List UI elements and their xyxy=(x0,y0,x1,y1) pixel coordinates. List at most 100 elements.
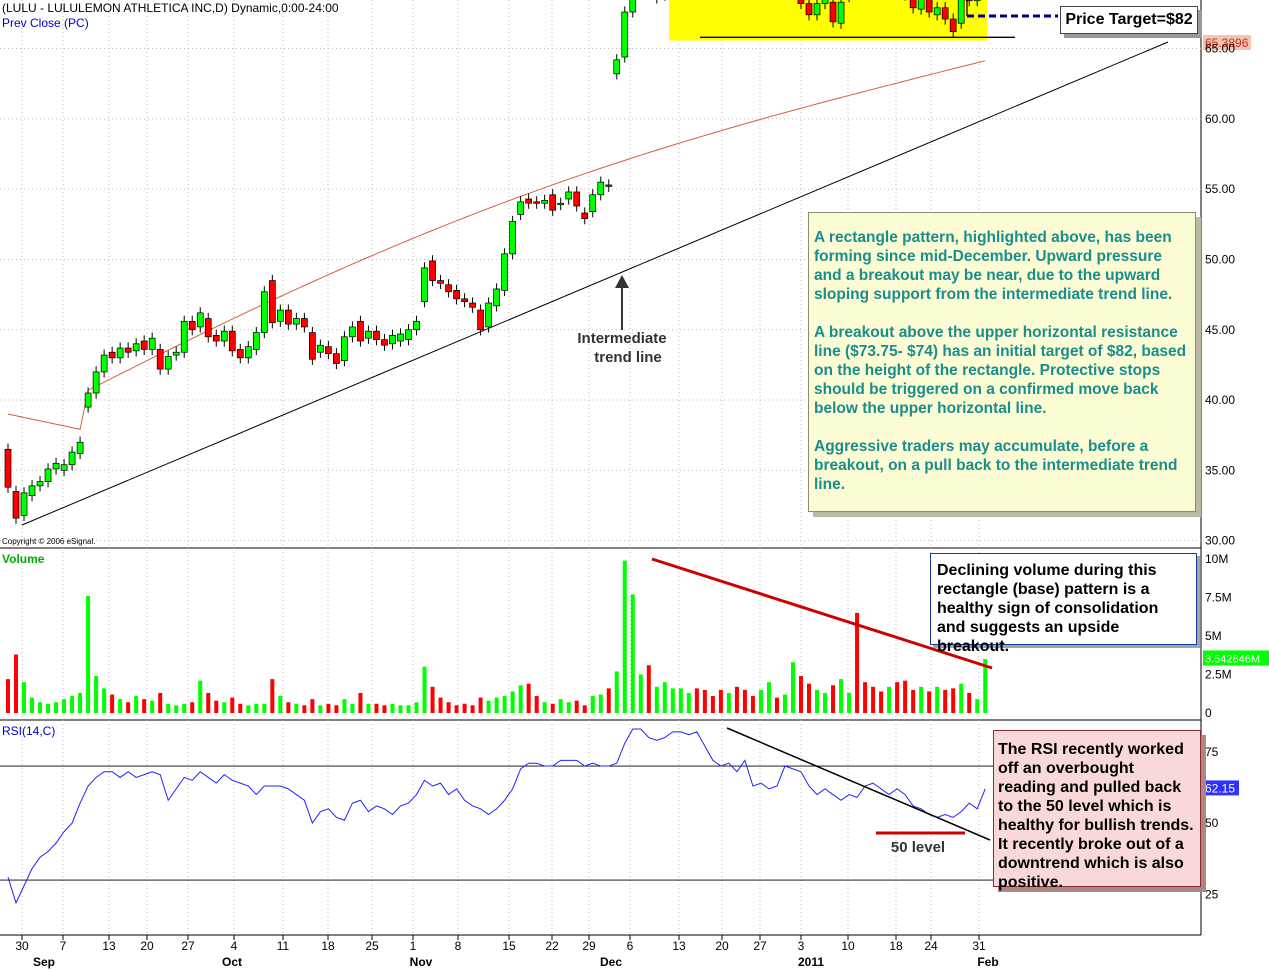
copyright-label: Copyright © 2006 eSignal. xyxy=(2,537,96,546)
volume-bar xyxy=(470,705,475,713)
volume-trend-line xyxy=(651,557,993,670)
volume-bar xyxy=(502,696,507,713)
candle-body xyxy=(461,298,468,302)
volume-bar xyxy=(935,686,940,713)
candle-body xyxy=(36,481,44,487)
last-rsi-box xyxy=(1203,780,1239,796)
volume-bar xyxy=(22,682,27,713)
volume-bar xyxy=(494,697,499,713)
candle-body xyxy=(477,309,484,331)
candle-body xyxy=(325,346,332,355)
candle-body xyxy=(469,302,476,308)
volume-bar xyxy=(166,703,171,713)
volume-bar xyxy=(670,688,675,713)
last-volume-label: 3.542846M xyxy=(1205,653,1260,665)
candle-body xyxy=(140,340,148,350)
candle-body xyxy=(293,318,300,325)
candle-body xyxy=(965,0,973,2)
fifty-level-label: 50 level xyxy=(891,839,945,856)
volume-bar xyxy=(831,685,836,713)
candle-body xyxy=(501,253,508,291)
volume-bar xyxy=(534,696,539,713)
x-tick-label: 30 xyxy=(15,939,29,953)
candle-body xyxy=(28,485,36,497)
candle-body xyxy=(557,202,565,206)
candle-body xyxy=(525,198,533,204)
candle-body xyxy=(629,0,637,13)
candle-body xyxy=(341,336,348,362)
volume-bar xyxy=(246,705,251,713)
volume-bar xyxy=(286,702,291,713)
candle-body xyxy=(317,344,324,353)
volume-note: Declining volume during this rectangle (… xyxy=(930,553,1197,655)
volume-bar xyxy=(678,688,683,713)
volume-bar xyxy=(526,683,531,713)
intermediate-trend-line xyxy=(21,41,1169,526)
note-paragraph: A rectangle pattern, highlighted above, … xyxy=(814,229,1173,303)
candle-body xyxy=(957,0,965,24)
volume-bar xyxy=(766,682,771,713)
volume-bar xyxy=(598,694,603,713)
x-tick-label: 13 xyxy=(102,939,116,953)
last-rsi-label: 62.15 xyxy=(1205,781,1235,795)
rsi-note: The RSI recently worked off an overbough… xyxy=(993,730,1201,891)
prev-close-label: Prev Close (PC) xyxy=(2,16,89,30)
volume-bar xyxy=(222,702,227,713)
rectangle-pattern-note: A rectangle pattern, highlighted above, … xyxy=(808,212,1196,512)
candle-body xyxy=(973,0,981,2)
candle-body xyxy=(565,191,573,200)
volume-bar xyxy=(758,689,763,713)
volume-bar xyxy=(823,692,828,713)
candle-body xyxy=(349,326,356,338)
x-tick-label: 15 xyxy=(502,939,516,953)
candle-body xyxy=(212,335,220,342)
volume-bar xyxy=(334,705,339,713)
x-tick-label: 25 xyxy=(365,939,379,953)
volume-bar xyxy=(903,680,908,713)
x-tick-label: 29 xyxy=(582,939,596,953)
volume-bar xyxy=(582,705,587,713)
volume-bar xyxy=(566,702,571,713)
volume-bar xyxy=(847,692,852,713)
volume-bar xyxy=(919,686,924,713)
volume-bar xyxy=(742,689,747,713)
volume-bar xyxy=(542,702,547,713)
candle-body xyxy=(172,351,180,356)
volume-bar xyxy=(94,676,99,713)
month-label: Feb xyxy=(977,955,998,969)
candle-body xyxy=(909,0,917,9)
volume-bar xyxy=(486,700,491,713)
volume-bar xyxy=(54,702,59,713)
volume-bar xyxy=(342,699,347,713)
rsi-tick-label: 75 xyxy=(1205,745,1219,759)
last-volume-box xyxy=(1203,650,1269,666)
volume-bar xyxy=(278,696,283,713)
volume-bar xyxy=(14,654,19,713)
candle-body xyxy=(285,309,292,325)
axes: 30.00 35.00 40.00 45.00 50.00 55.00 60.00 65.00… xyxy=(15,42,1235,969)
volume-bar xyxy=(855,612,860,713)
x-tick-label: 3 xyxy=(798,939,805,953)
volume-panel: 3.542846M xyxy=(6,557,1269,713)
volume-bar xyxy=(158,692,163,713)
volume-bar xyxy=(326,703,331,713)
candle-body xyxy=(204,318,212,338)
x-tick-label: 4 xyxy=(231,939,238,953)
candle-body xyxy=(517,201,524,215)
candle-body xyxy=(180,320,188,353)
volume-bar xyxy=(366,703,371,713)
candle-body xyxy=(485,302,492,328)
volume-bar xyxy=(422,666,427,713)
x-tick-label: 27 xyxy=(181,939,195,953)
price-tick-label: 30.00 xyxy=(1205,534,1235,548)
x-tick-label: 11 xyxy=(277,939,290,953)
candle-body xyxy=(389,335,396,345)
x-tick-label: 20 xyxy=(140,939,154,953)
x-tick-label: 7 xyxy=(60,939,67,953)
volume-bar xyxy=(350,703,355,713)
candle-body xyxy=(268,280,276,324)
month-label: Sep xyxy=(33,955,55,969)
volume-bar xyxy=(70,696,75,713)
volume-bar xyxy=(46,703,51,713)
volume-bar xyxy=(782,694,787,713)
